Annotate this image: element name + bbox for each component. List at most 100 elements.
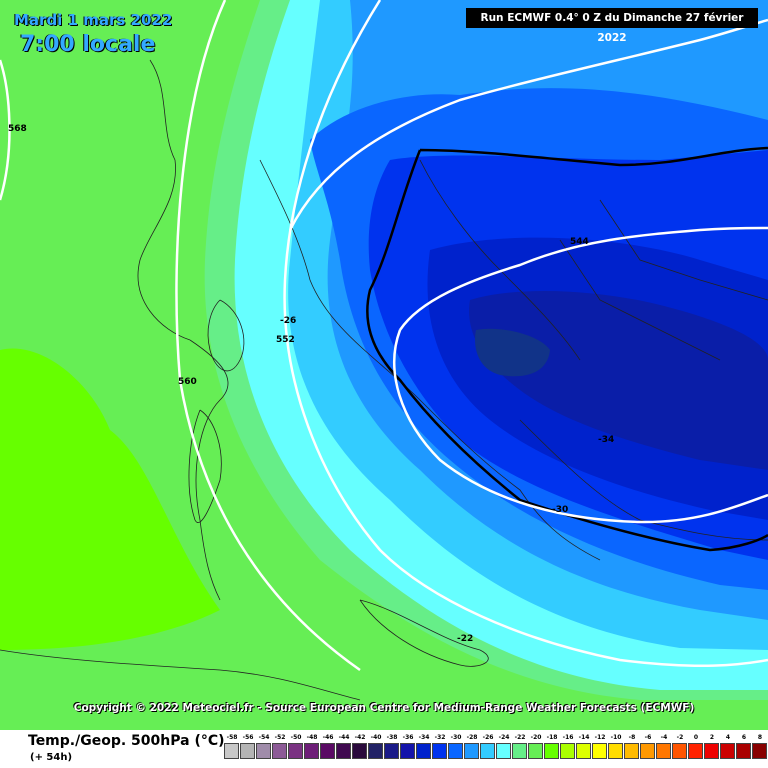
legend-swatch <box>592 743 607 759</box>
legend-value: -24 <box>498 734 510 741</box>
legend-swatch <box>416 743 431 759</box>
legend-swatch <box>320 743 335 759</box>
legend-value: -4 <box>660 734 668 741</box>
temp-contour <box>366 146 768 552</box>
coastlines <box>0 59 768 701</box>
weather-map: Mardi 1 mars 2022 7:00 locale Run ECMWF … <box>0 0 768 730</box>
legend-value: -54 <box>258 734 270 741</box>
temperature-label: -22 <box>457 634 474 644</box>
footer: Temp./Geop. 500hPa (°C) (+ 54h) -58 -56 -5… <box>0 730 768 768</box>
legend-item: -6 <box>640 733 656 763</box>
legend-swatch <box>656 743 671 759</box>
legend-item: -28 <box>464 733 480 763</box>
band-core <box>469 290 768 470</box>
legend-value: -8 <box>628 734 636 741</box>
map-title: Temp./Geop. 500hPa (°C) <box>28 733 225 749</box>
legend-value: 4 <box>725 734 731 741</box>
temperature-label: -26 <box>280 316 297 326</box>
legend-value: -22 <box>514 734 526 741</box>
legend-item: 6 <box>736 733 752 763</box>
legend-swatch <box>688 743 703 759</box>
legend-value: -52 <box>274 734 286 741</box>
legend-item: -12 <box>592 733 608 763</box>
legend-swatch <box>256 743 271 759</box>
legend-swatch <box>240 743 255 759</box>
legend-value: -58 <box>226 734 238 741</box>
legend-value: -28 <box>466 734 478 741</box>
legend-item: -8 <box>624 733 640 763</box>
legend-swatch <box>384 743 399 759</box>
legend-item: -54 <box>256 733 272 763</box>
date-label: Mardi 1 mars 2022 <box>14 11 173 29</box>
legend-item: -34 <box>416 733 432 763</box>
legend-item: -38 <box>384 733 400 763</box>
legend-item: -32 <box>432 733 448 763</box>
legend-swatch <box>640 743 655 759</box>
legend-swatch <box>368 743 383 759</box>
legend-value: 8 <box>757 734 763 741</box>
legend-value: -30 <box>450 734 462 741</box>
band-green-dark <box>0 348 220 650</box>
color-legend: -58 -56 -54 -52 -50 -48 -46 -44 -42 -40 -38 -36 -34-… <box>224 733 768 763</box>
legend-swatch <box>672 743 687 759</box>
legend-value: -56 <box>242 734 254 741</box>
legend-swatch <box>480 743 495 759</box>
legend-item: -36 <box>400 733 416 763</box>
legend-swatch <box>496 743 511 759</box>
geopotential-label: 560 <box>178 377 197 387</box>
legend-value: -6 <box>644 734 652 741</box>
temperature-label: -30 <box>552 505 569 515</box>
geopotential-isolines <box>0 0 768 672</box>
legend-item: -58 <box>224 733 240 763</box>
legend-swatch <box>512 743 527 759</box>
legend-value: -20 <box>530 734 542 741</box>
temperature-field <box>0 0 768 730</box>
legend-item: -18 <box>544 733 560 763</box>
legend-swatch <box>544 743 559 759</box>
legend-swatch <box>432 743 447 759</box>
legend-item: -40 <box>368 733 384 763</box>
legend-item: -48 <box>304 733 320 763</box>
legend-swatch <box>352 743 367 759</box>
run-label: Run ECMWF 0.4° 0 Z du Dimanche 27 févrie… <box>466 8 758 44</box>
cold-core-spot <box>475 328 550 377</box>
legend-value: -38 <box>386 734 398 741</box>
legend-item: -2 <box>672 733 688 763</box>
legend-swatch <box>400 743 415 759</box>
legend-item: 0 <box>688 733 704 763</box>
legend-item: -26 <box>480 733 496 763</box>
legend-swatch <box>464 743 479 759</box>
legend-value: -40 <box>370 734 382 741</box>
legend-item: -22 <box>512 733 528 763</box>
legend-item: -16 <box>560 733 576 763</box>
legend-swatch <box>720 743 735 759</box>
geopotential-label: 552 <box>276 335 295 345</box>
legend-value: -2 <box>676 734 684 741</box>
legend-item: -44 <box>336 733 352 763</box>
legend-item: 8 <box>752 733 768 763</box>
legend-item: 4 <box>720 733 736 763</box>
legend-value: 0 <box>693 734 699 741</box>
legend-value: -26 <box>482 734 494 741</box>
legend-value: -36 <box>402 734 414 741</box>
legend-value: -14 <box>578 734 590 741</box>
legend-swatch <box>736 743 751 759</box>
legend-value: -46 <box>322 734 334 741</box>
legend-swatch <box>752 743 767 759</box>
legend-value: -50 <box>290 734 302 741</box>
legend-item: -42 <box>352 733 368 763</box>
legend-swatch <box>704 743 719 759</box>
legend-value: -10 <box>610 734 622 741</box>
legend-value: -48 <box>306 734 318 741</box>
geopotential-label: 544 <box>570 237 589 247</box>
legend-item: -4 <box>656 733 672 763</box>
legend-item: -24 <box>496 733 512 763</box>
time-label: 7:00 locale <box>20 32 156 57</box>
legend-item: -10 <box>608 733 624 763</box>
legend-item: -56 <box>240 733 256 763</box>
legend-swatch <box>528 743 543 759</box>
legend-value: -32 <box>434 734 446 741</box>
legend-value: 6 <box>741 734 747 741</box>
legend-item: -20 <box>528 733 544 763</box>
temperature-label: -34 <box>598 435 615 445</box>
